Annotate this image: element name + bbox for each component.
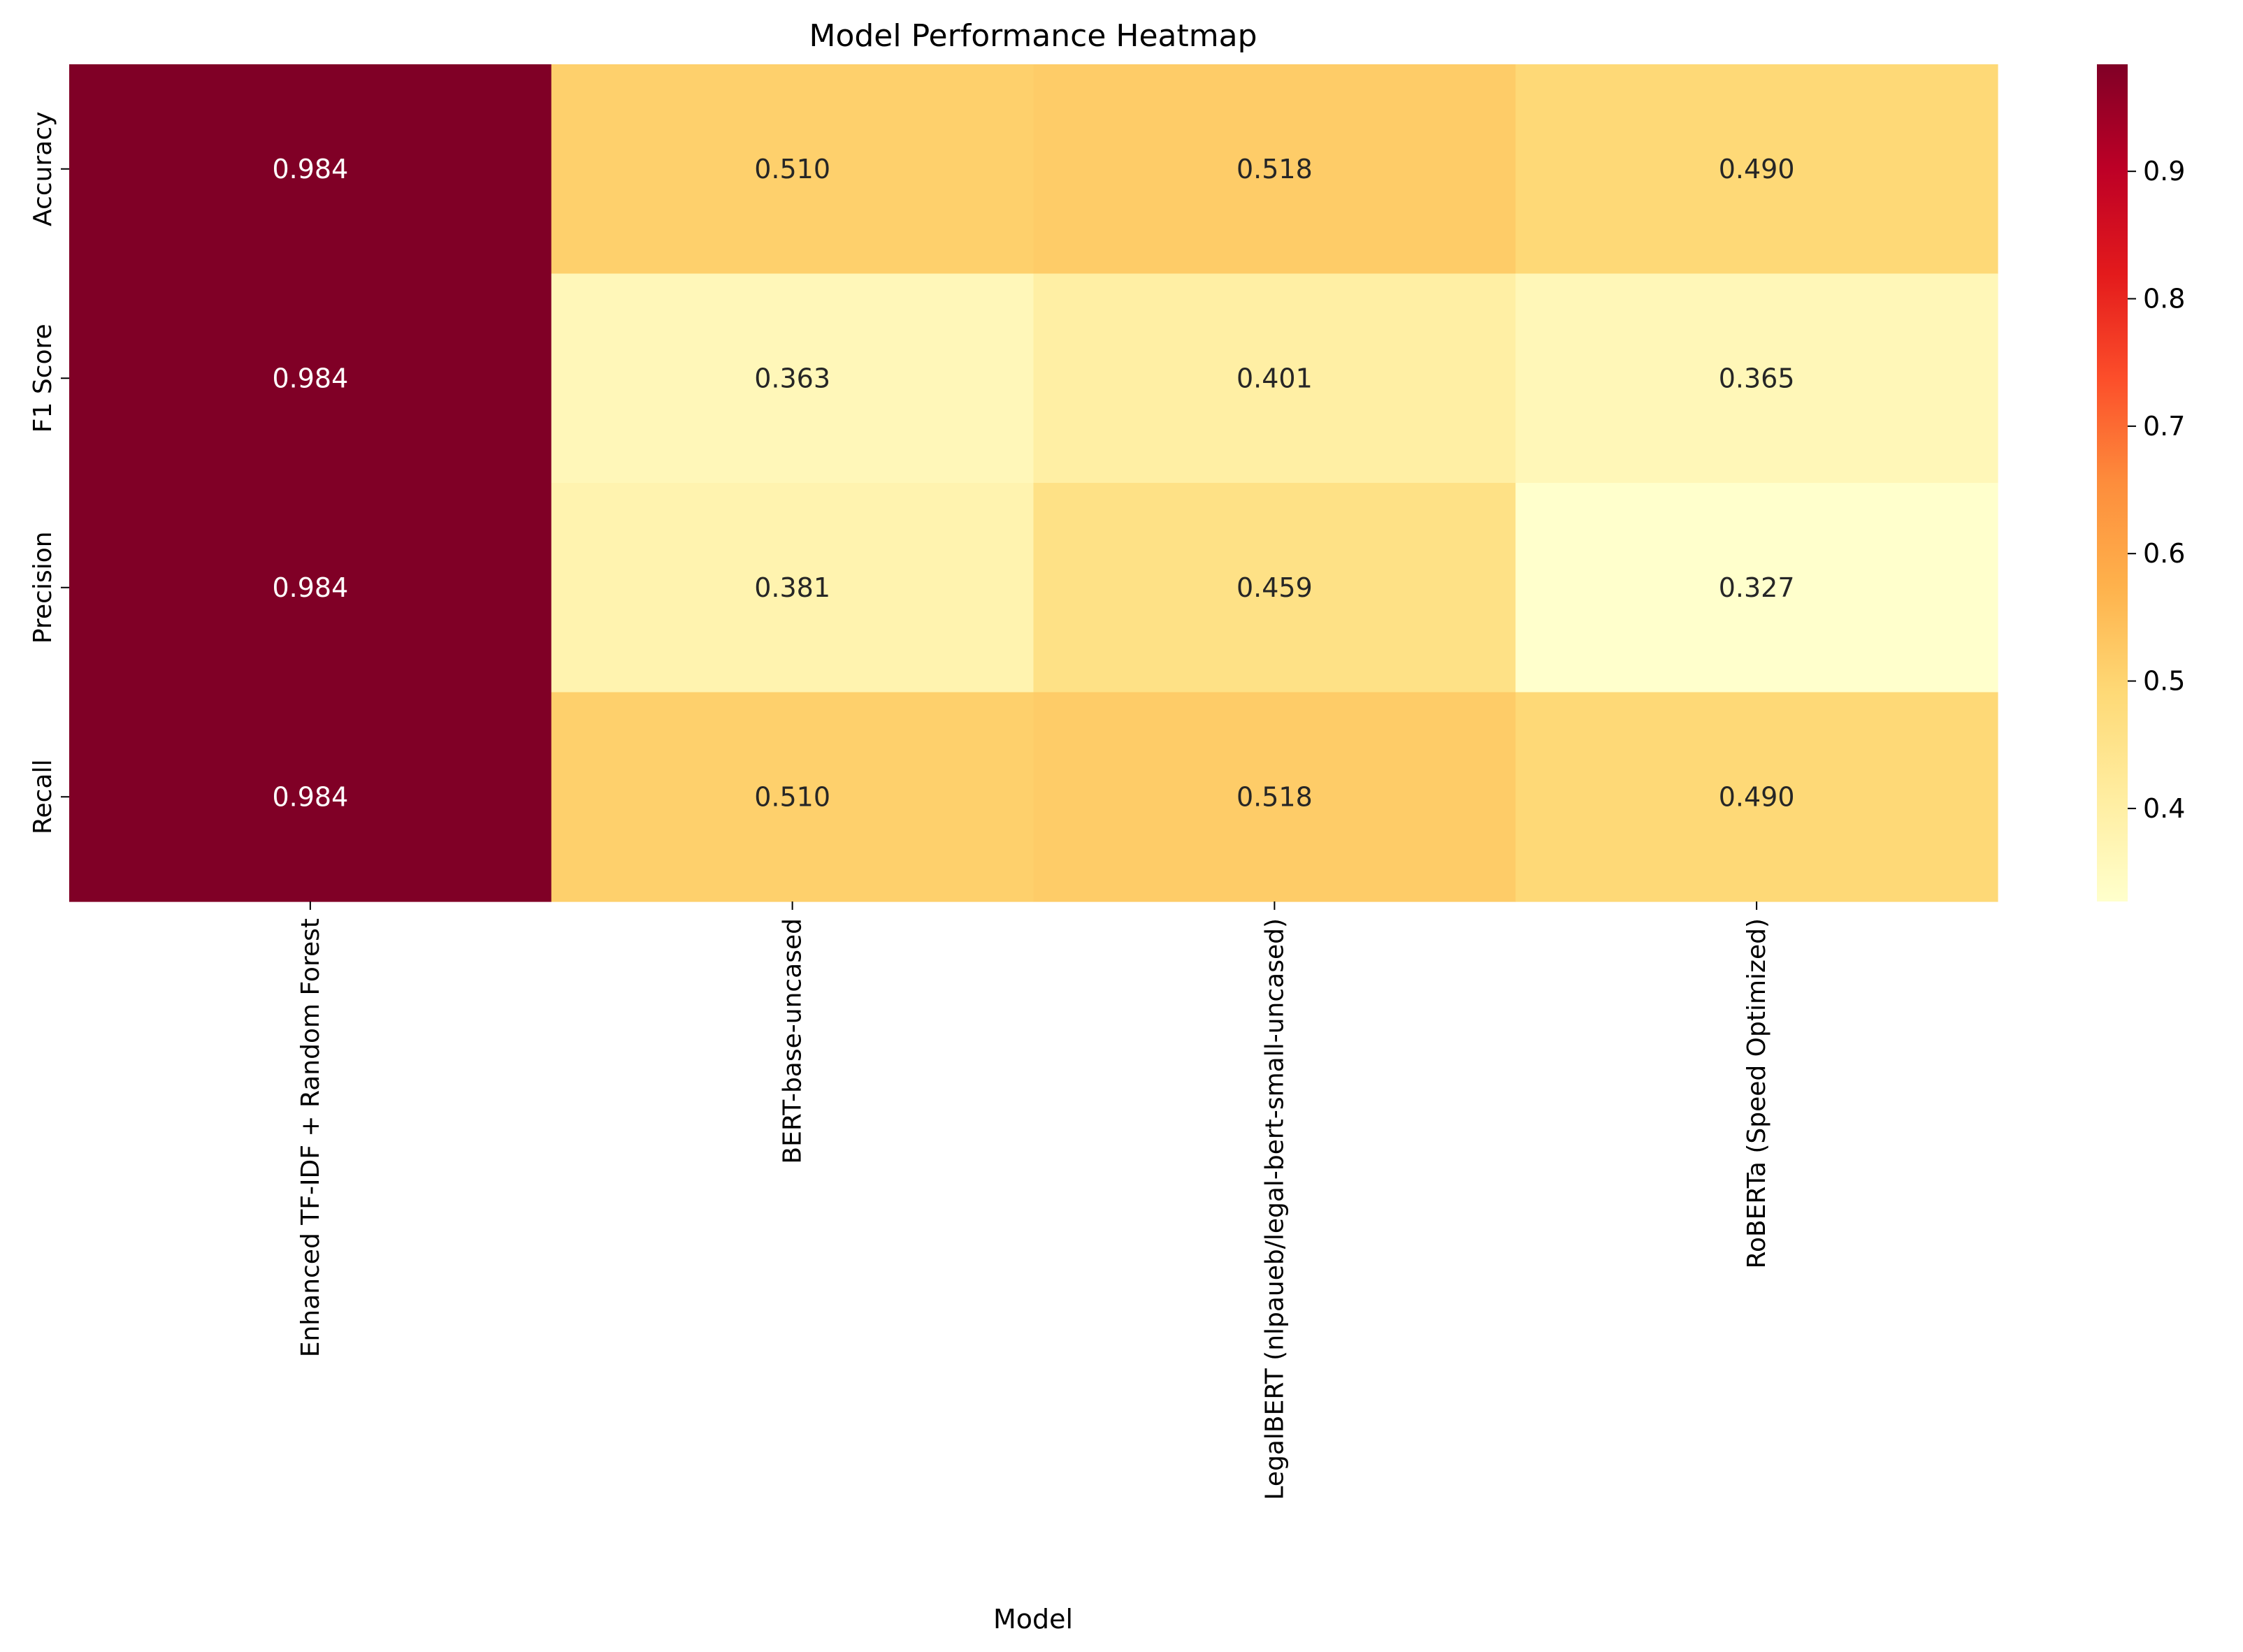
- x-tick-labels: Enhanced TF-IDF + Random Forest BERT-base…: [296, 901, 1771, 1500]
- x-tick-label: LegalBERT (nlpaueb/legal-bert-small-unca…: [1260, 918, 1289, 1500]
- colorbar-tick-label: 0.8: [2143, 284, 2185, 314]
- cell-value-label: 0.401: [1236, 363, 1313, 393]
- heatmap-cell: [551, 692, 1034, 902]
- heatmap-cell: [1515, 692, 1998, 902]
- heatmap-cell: [1033, 692, 1516, 902]
- heatmap-cell: [1515, 64, 1998, 275]
- heatmap-cell: [1033, 273, 1516, 484]
- heatmap-cell: [69, 692, 552, 902]
- cell-value-label: 0.518: [1236, 781, 1313, 812]
- y-tick-label: F1 Score: [29, 324, 57, 433]
- colorbar-tick-label: 0.5: [2143, 666, 2185, 697]
- cell-value-label: 0.984: [272, 363, 348, 393]
- colorbar-tick-label: 0.9: [2143, 156, 2185, 187]
- colorbar-tick-label: 0.7: [2143, 411, 2185, 442]
- cell-value-label: 0.381: [754, 572, 830, 603]
- heatmap-cell: [551, 273, 1034, 484]
- heatmap-cells: 0.984 0.510 0.518 0.490 0.984 0.363 0.401 0.365…: [69, 64, 1998, 902]
- heatmap-cell: [1033, 64, 1516, 275]
- cell-value-label: 0.510: [754, 154, 830, 184]
- cell-value-label: 0.984: [272, 781, 348, 812]
- x-axis-label: Model: [993, 1604, 1073, 1635]
- cell-value-label: 0.510: [754, 781, 830, 812]
- cell-value-label: 0.459: [1236, 572, 1313, 603]
- cell-value-label: 0.490: [1719, 154, 1795, 184]
- heatmap-cell: [69, 273, 552, 484]
- heatmap-cell: [1515, 273, 1998, 484]
- cell-value-label: 0.984: [272, 154, 348, 184]
- y-tick-label: Recall: [29, 760, 57, 834]
- colorbar: 0.4 0.5 0.6 0.7 0.8 0.9: [2097, 64, 2185, 901]
- heatmap-cell: [551, 64, 1034, 275]
- cell-value-label: 0.984: [272, 572, 348, 603]
- chart-title: Model Performance Heatmap: [809, 18, 1257, 54]
- x-tick-label: RoBERTa (Speed Optimized): [1743, 918, 1771, 1268]
- heatmap-cell: [69, 64, 552, 275]
- x-tick-label: BERT-base-uncased: [779, 918, 807, 1164]
- colorbar-tick-label: 0.6: [2143, 538, 2185, 569]
- cell-value-label: 0.490: [1719, 781, 1795, 812]
- heatmap-cell: [69, 483, 552, 693]
- cell-value-label: 0.363: [754, 363, 830, 393]
- cell-value-label: 0.365: [1719, 363, 1795, 393]
- heatmap-cell: [551, 483, 1034, 693]
- colorbar-tick-label: 0.4: [2143, 793, 2185, 824]
- heatmap-cell: [1033, 483, 1516, 693]
- colorbar-gradient: [2097, 64, 2128, 901]
- cell-value-label: 0.518: [1236, 154, 1313, 184]
- y-tick-label: Precision: [29, 531, 57, 644]
- y-tick-label: Accuracy: [29, 112, 57, 226]
- y-tick-labels: Accuracy F1 Score Precision Recall: [29, 112, 69, 834]
- heatmap-cell: [1515, 483, 1998, 693]
- x-tick-label: Enhanced TF-IDF + Random Forest: [296, 918, 325, 1357]
- cell-value-label: 0.327: [1719, 572, 1795, 603]
